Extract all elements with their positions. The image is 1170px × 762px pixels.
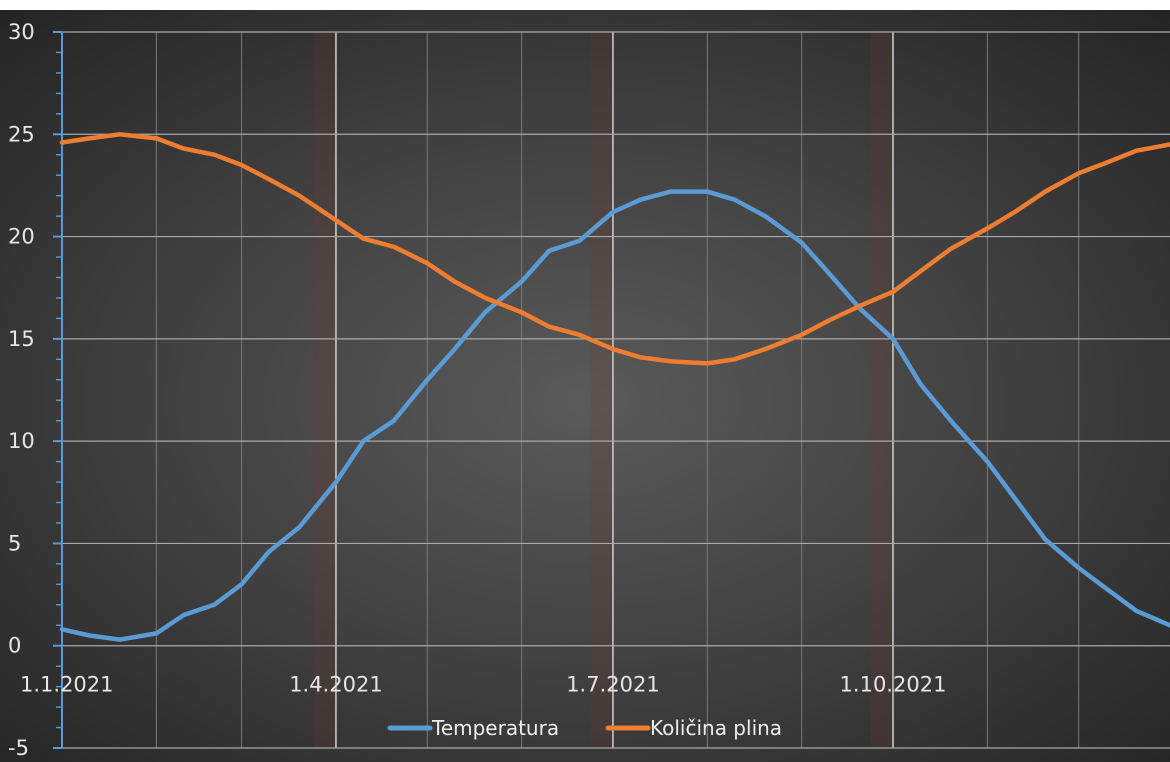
y-tick-label: 15 — [8, 327, 35, 351]
series-line-1 — [59, 132, 1170, 366]
x-tick-labels: 1.1.2021 1.4.2021 1.7.2021 1.10.2021 — [20, 673, 946, 697]
y-tick-labels: 30 25 20 15 10 5 0 -5 — [8, 20, 35, 760]
chart-container: 30 25 20 15 10 5 0 -5 1.1.2021 1.4.2021 1.7.2021 1… — [0, 10, 1170, 762]
x-tick-label: 1.4.2021 — [289, 673, 383, 697]
quarter-shade-1 — [313, 32, 336, 748]
y-tick-label: 10 — [8, 429, 35, 453]
x-tick-label: 1.7.2021 — [566, 673, 660, 697]
legend-label-1: Količina plina — [650, 716, 782, 740]
series-line-0 — [59, 189, 1170, 642]
y-tick-label: 5 — [8, 531, 21, 555]
y-tick-label: 25 — [8, 122, 35, 146]
horizontal-gridlines — [62, 31, 1170, 749]
legend: Temperatura Količina plina — [387, 716, 782, 740]
legend-label-0: Temperatura — [431, 716, 559, 740]
y-tick-label: 20 — [8, 225, 35, 249]
x-tick-label: 1.1.2021 — [20, 673, 114, 697]
y-tick-label: 0 — [8, 634, 21, 658]
y-tick-label: -5 — [8, 736, 29, 760]
quarter-shade-bands — [313, 32, 893, 748]
y-tick-label: 30 — [8, 20, 35, 44]
x-tick-label: 1.10.2021 — [840, 673, 947, 697]
chart-background — [0, 10, 1170, 762]
series-lines — [59, 132, 1170, 642]
quarter-shade-3 — [871, 32, 893, 748]
quarter-shade-2 — [590, 32, 613, 748]
